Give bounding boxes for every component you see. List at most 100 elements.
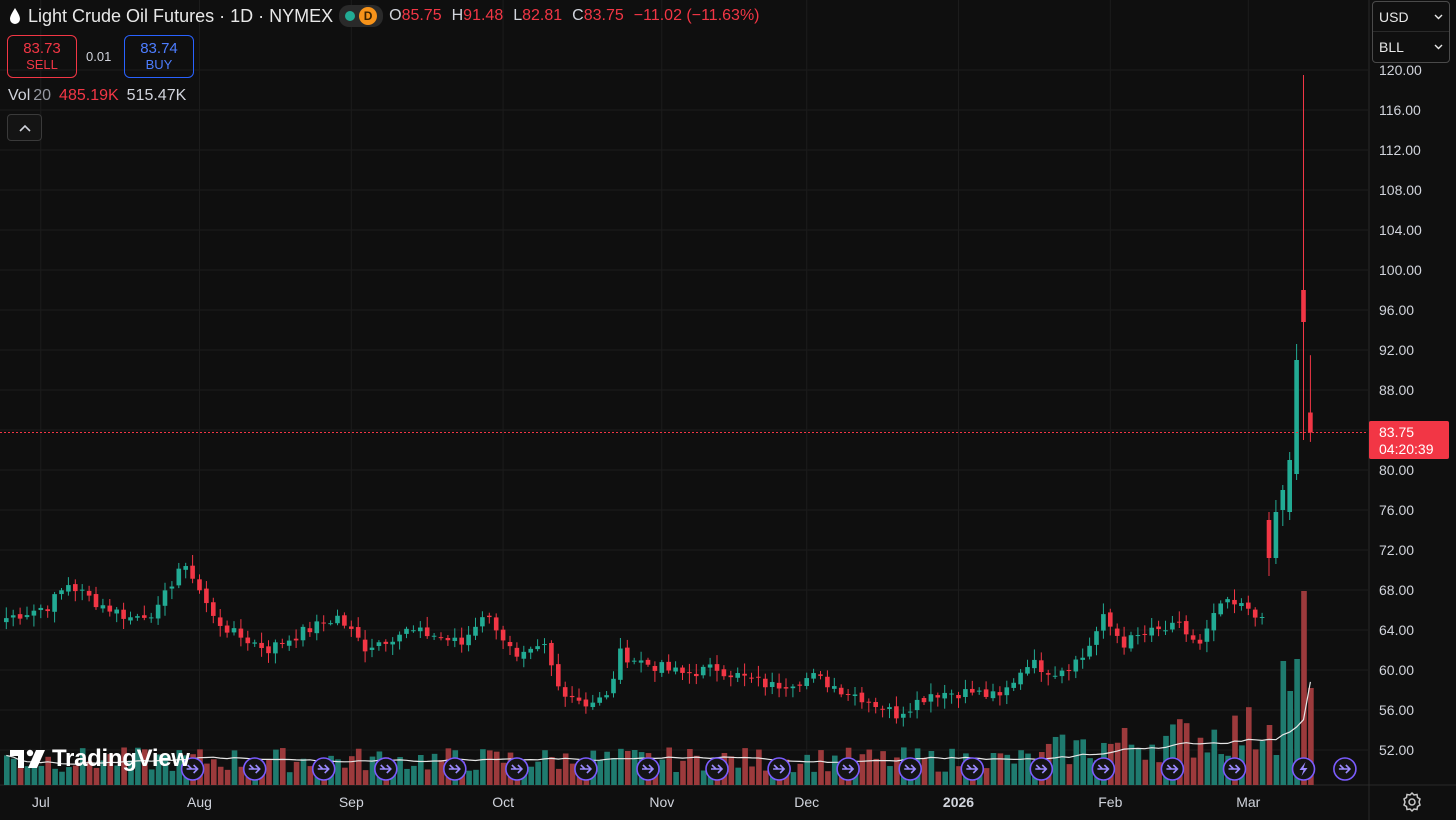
time-tick-label: Jul — [32, 794, 50, 810]
price-tick-label: 72.00 — [1379, 542, 1414, 558]
candle-body — [694, 673, 699, 677]
event-marker-icon[interactable] — [1160, 757, 1185, 781]
candle — [121, 602, 126, 630]
event-marker-icon[interactable] — [574, 757, 598, 781]
event-marker-icon[interactable] — [1333, 757, 1357, 781]
volume-bar — [335, 759, 341, 785]
candle — [217, 609, 223, 637]
event-marker-icon[interactable] — [373, 757, 398, 781]
candle — [107, 599, 113, 617]
volume-bar — [887, 766, 893, 785]
event-marker-icon[interactable] — [180, 757, 205, 781]
candle — [52, 591, 57, 623]
event-marker-icon[interactable] — [767, 757, 791, 781]
unit-select[interactable]: BLL — [1373, 31, 1449, 61]
candle — [666, 654, 671, 674]
event-marker-icon[interactable] — [836, 757, 860, 781]
candle-body — [473, 626, 478, 636]
volume-bar — [31, 763, 38, 785]
volume-bar — [1059, 734, 1066, 785]
volume-bar — [411, 765, 417, 785]
candle-body — [714, 664, 720, 671]
candle-body — [825, 676, 830, 688]
price-tick-label: 112.00 — [1379, 142, 1421, 158]
candle — [583, 692, 589, 714]
event-marker-icon[interactable] — [311, 757, 336, 781]
candle — [1301, 75, 1306, 440]
candle-body — [1308, 412, 1313, 433]
candle — [480, 611, 485, 633]
event-marker-icon[interactable] — [898, 757, 923, 781]
volume-bar — [142, 749, 148, 785]
event-marker-icon[interactable] — [242, 757, 267, 781]
candle-body — [362, 639, 368, 652]
tradingview-logo[interactable]: TradingView — [10, 745, 190, 773]
logo-text: TradingView — [52, 745, 190, 772]
buy-button[interactable]: 83.74 BUY — [124, 35, 194, 78]
candle-body — [500, 629, 506, 641]
candle-body — [597, 697, 602, 703]
candle-body — [549, 642, 554, 666]
volume-bar — [162, 755, 169, 785]
candle-body — [845, 694, 851, 696]
candle — [286, 635, 292, 651]
currency-select[interactable]: USD — [1373, 2, 1449, 31]
candle — [245, 630, 251, 651]
candle-body — [852, 694, 858, 696]
candle-body — [431, 635, 437, 637]
event-marker-icon[interactable] — [1091, 757, 1116, 781]
volume-bar — [735, 767, 741, 785]
event-marker-icon[interactable] — [960, 757, 985, 781]
symbol-header[interactable]: Light Crude Oil Futures · 1D · NYMEX D O… — [8, 4, 760, 28]
event-marker-icon[interactable] — [1291, 757, 1316, 781]
volume-bar — [1087, 758, 1093, 785]
event-marker-icon[interactable] — [442, 757, 467, 781]
candle — [921, 695, 927, 706]
event-marker-icon[interactable] — [1222, 757, 1247, 781]
event-marker-icon[interactable] — [1029, 757, 1054, 781]
candle-body — [528, 648, 533, 653]
candle-body — [797, 684, 803, 686]
candle-body — [1032, 659, 1037, 669]
candle-body — [155, 604, 161, 619]
candle-body — [576, 697, 582, 701]
oil-drop-icon — [10, 8, 20, 24]
volume-bar — [528, 766, 534, 785]
symbol-title[interactable]: Light Crude Oil Futures · 1D · NYMEX — [28, 5, 334, 26]
collapse-legend-button[interactable] — [7, 114, 42, 141]
price-axis[interactable]: 120.00 116.00 112.00 108.00 104.00 100.00 96.0… — [1379, 62, 1422, 758]
volume-bar — [935, 771, 942, 785]
dividend-icon — [642, 764, 655, 774]
candle-body — [1156, 626, 1161, 630]
time-tick-label: Mar — [1236, 794, 1260, 810]
volume-bar — [4, 755, 10, 785]
market-status-badge[interactable]: D — [339, 5, 384, 27]
settings-gear-icon[interactable] — [1401, 791, 1423, 813]
sell-label: SELL — [26, 56, 58, 72]
event-marker-icon[interactable] — [505, 757, 529, 781]
volume-bar — [700, 770, 707, 785]
candle-body — [121, 609, 126, 619]
open-label: O — [389, 7, 402, 24]
volume-bar — [1114, 742, 1121, 785]
candle-body — [135, 616, 140, 618]
event-marker-icon[interactable] — [705, 757, 729, 781]
event-markers[interactable] — [180, 757, 1357, 781]
candle-body — [1301, 290, 1306, 322]
event-marker-icon[interactable] — [636, 757, 660, 781]
candle-body — [507, 642, 513, 647]
volume-bar — [1066, 764, 1073, 785]
candle — [700, 664, 706, 679]
candle — [1080, 648, 1085, 669]
candle-body — [804, 678, 809, 686]
candle-body — [1142, 633, 1148, 635]
candle — [756, 665, 761, 687]
time-axis[interactable]: Jul Aug Sep Oct Nov Dec 2026 Feb Mar — [32, 794, 1261, 810]
sell-button[interactable]: 83.73 SELL — [7, 35, 77, 78]
candle-body — [1059, 670, 1065, 677]
candle-body — [659, 662, 665, 673]
volume-legend[interactable]: Vol 20 485.19K 515.47K — [8, 87, 186, 105]
candle — [259, 632, 264, 657]
candle-body — [307, 628, 313, 633]
